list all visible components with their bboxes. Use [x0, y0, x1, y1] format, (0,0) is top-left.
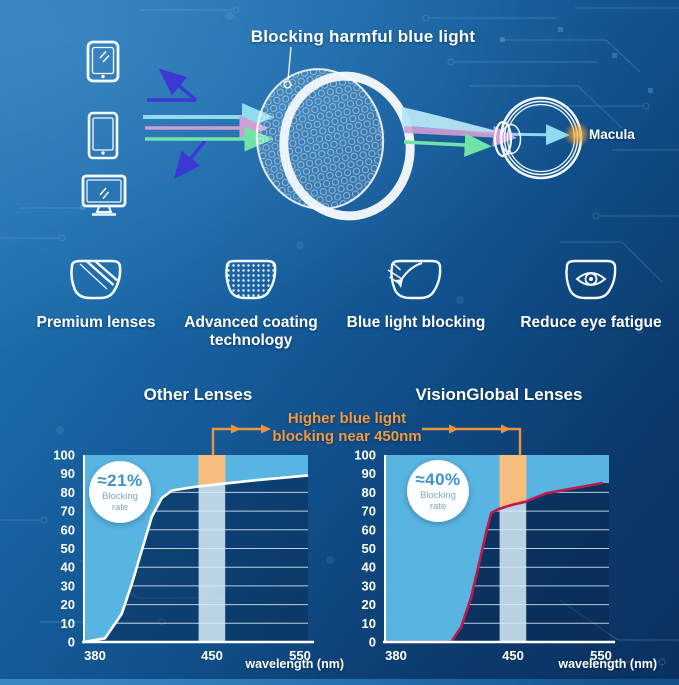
y-tick-label: 50 — [362, 541, 376, 556]
incoming-light-rays — [143, 103, 274, 152]
y-tick-label: 40 — [362, 560, 376, 575]
feature-reduce-eye-fatigue: Reduce eye fatigue — [506, 258, 676, 332]
badge-value: ≈40% — [415, 470, 461, 489]
y-tick-label: 10 — [362, 616, 376, 631]
lens-leader-line — [283, 46, 292, 89]
tablet-icon — [87, 111, 119, 160]
transmission-curve — [383, 481, 604, 644]
lens-block-icon — [387, 259, 442, 300]
macula-glow — [564, 121, 590, 148]
band-blocking-highlight — [499, 455, 527, 509]
y-tick-label: 70 — [362, 504, 376, 519]
feature-label: Premium lenses — [36, 314, 156, 331]
x-axis-label: wavelength (nm) — [558, 657, 657, 671]
blocking-rate-badge: ≈40% Blocking rate — [407, 460, 469, 522]
transmitted-light-beams — [402, 107, 570, 157]
badge-label-2: rate — [111, 501, 129, 513]
y-tick-label: 20 — [61, 597, 75, 612]
y-tick-label: 90 — [362, 466, 376, 481]
feature-label: Advanced coating technology — [184, 314, 318, 349]
chart-other-lenses: Other Lenses 100 90 80 70 60 50 40 30 20 10 0 380 45… — [50, 385, 344, 685]
hero-title: Blocking harmful blue light — [250, 27, 476, 46]
y-tick-label: 60 — [362, 522, 376, 537]
feature-label: Blue light blocking — [346, 314, 486, 331]
y-tick-label: 60 — [61, 522, 75, 537]
y-tick-label: 100 — [53, 449, 75, 463]
y-tick-label: 100 — [354, 449, 376, 463]
feature-advanced-coating: Advanced coating technology — [166, 258, 336, 350]
y-tick-label: 50 — [61, 541, 75, 556]
blocking-annotation: Higher blue light blocking near 450nm — [252, 410, 442, 447]
chart-title: VisionGlobal Lenses — [415, 385, 583, 404]
x-tick-label: 380 — [385, 648, 407, 663]
y-tick-label: 30 — [61, 578, 75, 593]
x-tick-label: 450 — [201, 648, 223, 663]
x-tick-label: 550 — [289, 648, 311, 663]
smartphone-icon — [86, 40, 120, 83]
transmission-curve — [82, 474, 309, 644]
hero-illustration — [81, 40, 590, 221]
lens-eye-icon — [565, 259, 617, 300]
badge-label-2: rate — [429, 500, 447, 512]
y-tick-label: 40 — [61, 560, 75, 575]
badge-label-1: Blocking — [102, 491, 138, 502]
y-tick-label: 30 — [362, 578, 376, 593]
x-tick-label: 380 — [84, 648, 106, 663]
chart-title: Other Lenses — [143, 385, 253, 404]
y-tick-label: 10 — [61, 616, 75, 631]
annotation-line1: Higher blue light — [287, 410, 407, 427]
annotation-line2: blocking near 450nm — [272, 428, 422, 446]
x-tick-label: 550 — [590, 648, 612, 663]
coated-lens — [255, 68, 415, 221]
monitor-icon — [81, 174, 127, 216]
y-tick-label: 0 — [68, 635, 75, 650]
feature-blue-light-blocking: Blue light blocking — [331, 258, 501, 332]
badge-value: ≈21% — [97, 471, 143, 490]
y-tick-label: 20 — [362, 597, 376, 612]
y-tick-label: 70 — [61, 504, 75, 519]
y-tick-label: 80 — [362, 485, 376, 500]
badge-label-1: Blocking — [420, 490, 456, 501]
band-blocking-highlight — [198, 455, 226, 487]
reflected-blue-light-arrows — [147, 68, 207, 180]
lens-shine-icon — [70, 259, 122, 300]
x-tick-label: 450 — [502, 648, 524, 663]
macula-label: Macula — [589, 127, 635, 142]
y-tick-label: 90 — [61, 466, 75, 481]
x-axis-label: wavelength (nm) — [245, 657, 344, 671]
lens-coating-icon — [225, 259, 277, 300]
chart-visionglobal-lenses: VisionGlobal Lenses 100 90 80 70 60 50 40 30 20 1… — [351, 385, 657, 685]
feature-premium-lenses: Premium lenses — [11, 258, 181, 332]
feature-label: Reduce eye fatigue — [520, 314, 662, 331]
y-tick-label: 80 — [61, 485, 75, 500]
blocking-rate-badge: ≈21% Blocking rate — [89, 461, 151, 523]
y-tick-label: 0 — [369, 635, 376, 650]
